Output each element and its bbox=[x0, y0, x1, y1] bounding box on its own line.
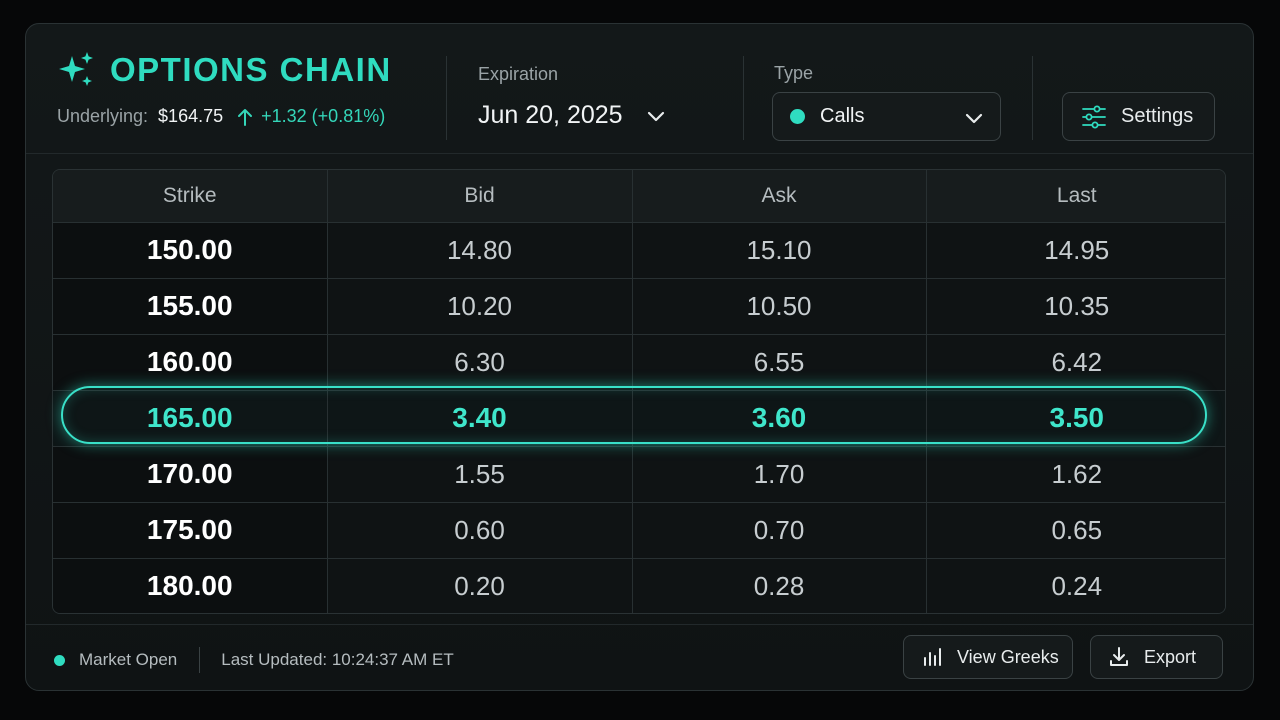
table-row[interactable]: 175.00 0.60 0.70 0.65 bbox=[53, 502, 1225, 559]
strike-cell: 175.00 bbox=[53, 502, 328, 559]
divider bbox=[1032, 56, 1033, 140]
brand: OPTIONS CHAIN bbox=[56, 50, 392, 90]
chevron-down-icon bbox=[647, 111, 664, 121]
strike-cell: 150.00 bbox=[53, 222, 328, 279]
column-header-ask[interactable]: Ask bbox=[632, 170, 927, 223]
status-bar: Market Open Last Updated: 10:24:37 AM ET bbox=[54, 647, 454, 673]
strike-cell: 155.00 bbox=[53, 278, 328, 335]
last-updated: Last Updated: 10:24:37 AM ET bbox=[221, 650, 454, 669]
column-header-strike[interactable]: Strike bbox=[53, 170, 328, 223]
type-label: Type bbox=[774, 63, 814, 83]
underlying-label: Underlying: bbox=[57, 106, 149, 126]
bid-cell: 6.30 bbox=[327, 334, 633, 391]
bid-cell: 0.60 bbox=[327, 502, 633, 559]
divider bbox=[743, 56, 744, 140]
calls-indicator-dot bbox=[790, 109, 805, 124]
strike-cell: 160.00 bbox=[53, 334, 328, 391]
table-row[interactable]: 160.00 6.30 6.55 6.42 bbox=[53, 334, 1225, 391]
last-cell: 0.65 bbox=[926, 502, 1225, 559]
underlying-price: $164.75 bbox=[158, 106, 224, 126]
view-greeks-label: View Greeks bbox=[957, 646, 1059, 667]
ask-cell: 1.70 bbox=[632, 446, 927, 503]
ask-cell: 0.70 bbox=[632, 502, 927, 559]
underlying-change: +1.32 (+0.81%) bbox=[261, 106, 386, 126]
view-greeks-button[interactable]: View Greeks bbox=[903, 635, 1073, 679]
table-row[interactable]: 170.00 1.55 1.70 1.62 bbox=[53, 446, 1225, 503]
strike-cell: 165.00 bbox=[53, 390, 328, 447]
bid-cell: 1.55 bbox=[327, 446, 633, 503]
divider bbox=[199, 647, 201, 673]
sliders-icon bbox=[1082, 105, 1106, 128]
bid-cell: 0.20 bbox=[327, 558, 633, 613]
table-header-row: Strike Bid Ask Last bbox=[53, 170, 1225, 223]
divider bbox=[446, 56, 447, 140]
bar-chart-icon bbox=[924, 648, 941, 666]
table-row-highlighted[interactable]: 165.00 3.40 3.60 3.50 bbox=[53, 390, 1225, 447]
strike-cell: 170.00 bbox=[53, 446, 328, 503]
page-title: OPTIONS CHAIN bbox=[110, 51, 392, 88]
last-cell: 0.24 bbox=[926, 558, 1225, 613]
last-cell: 14.95 bbox=[926, 222, 1225, 279]
chevron-down-icon bbox=[965, 113, 983, 124]
market-status: Market Open bbox=[79, 650, 178, 669]
table-row[interactable]: 150.00 14.80 15.10 14.95 bbox=[53, 222, 1225, 279]
ask-cell: 3.60 bbox=[632, 390, 927, 447]
footer: Market Open Last Updated: 10:24:37 AM ET… bbox=[26, 624, 1253, 690]
type-value: Calls bbox=[820, 105, 865, 127]
export-label: Export bbox=[1144, 646, 1197, 667]
options-table: Strike Bid Ask Last 150.00 14.80 15.10 1… bbox=[52, 169, 1226, 614]
column-header-bid[interactable]: Bid bbox=[327, 170, 633, 223]
expiration-selector: Expiration Jun 20, 2025 bbox=[478, 64, 665, 130]
expiration-label: Expiration bbox=[478, 64, 559, 84]
export-button[interactable]: Export bbox=[1090, 635, 1223, 679]
last-cell: 3.50 bbox=[926, 390, 1225, 447]
ask-cell: 15.10 bbox=[632, 222, 927, 279]
ask-cell: 0.28 bbox=[632, 558, 927, 613]
ask-cell: 6.55 bbox=[632, 334, 927, 391]
column-header-last[interactable]: Last bbox=[926, 170, 1225, 223]
bid-cell: 3.40 bbox=[327, 390, 633, 447]
download-icon bbox=[1110, 647, 1128, 666]
strike-cell: 180.00 bbox=[53, 558, 328, 613]
sparkle-icon bbox=[59, 52, 93, 86]
settings-button[interactable]: Settings bbox=[1062, 92, 1215, 141]
market-status-dot bbox=[54, 654, 65, 666]
header: OPTIONS CHAIN Underlying: $164.75 +1.32 … bbox=[26, 24, 1253, 154]
last-cell: 6.42 bbox=[926, 334, 1225, 391]
type-selector: Type Calls bbox=[772, 63, 1001, 141]
options-chain-panel: OPTIONS CHAIN Underlying: $164.75 +1.32 … bbox=[25, 23, 1254, 691]
bid-cell: 10.20 bbox=[327, 278, 633, 335]
bid-cell: 14.80 bbox=[327, 222, 633, 279]
table-row[interactable]: 155.00 10.20 10.50 10.35 bbox=[53, 278, 1225, 335]
last-cell: 1.62 bbox=[926, 446, 1225, 503]
ask-cell: 10.50 bbox=[632, 278, 927, 335]
table-row[interactable]: 180.00 0.20 0.28 0.24 bbox=[53, 558, 1225, 613]
settings-label: Settings bbox=[1121, 105, 1194, 127]
last-cell: 10.35 bbox=[926, 278, 1225, 335]
expiration-value: Jun 20, 2025 bbox=[478, 101, 623, 129]
arrow-up-icon bbox=[238, 108, 253, 126]
underlying-quote: Underlying: $164.75 +1.32 (+0.81%) bbox=[57, 106, 385, 127]
type-dropdown[interactable]: Calls bbox=[772, 92, 1001, 141]
expiration-dropdown[interactable]: Jun 20, 2025 bbox=[478, 101, 665, 130]
